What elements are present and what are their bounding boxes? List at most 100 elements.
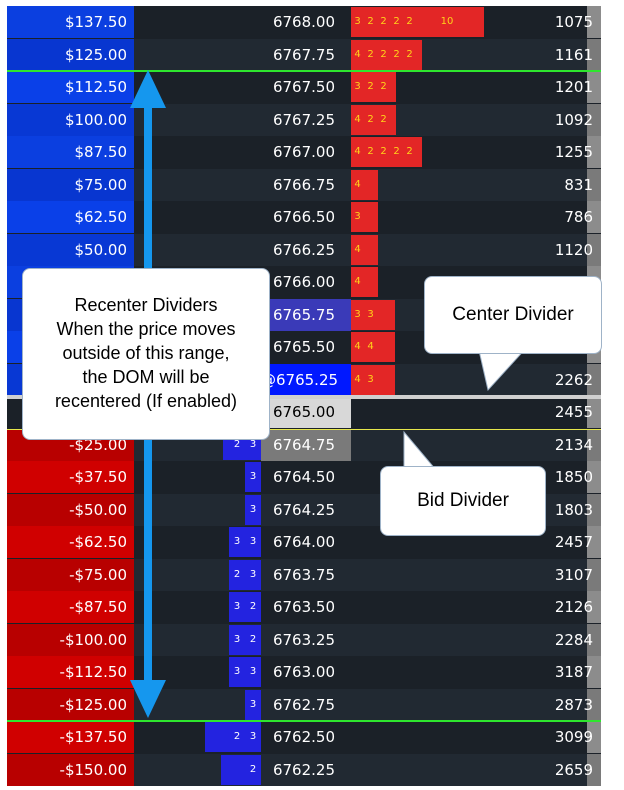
pnl-cell: $125.00 (7, 39, 134, 71)
price-cell[interactable]: 6767.00 (272, 143, 335, 161)
dom-row[interactable]: -$150.00 2 6762.25 2659 (7, 754, 601, 786)
price-cell[interactable]: 6764.50 (272, 468, 335, 486)
dom-row[interactable]: -$137.50 3 2 6762.50 3099 (7, 721, 601, 753)
dom-row[interactable]: -$112.50 3 3 6763.00 3187 (7, 656, 601, 688)
ask-size-cell[interactable]: 3 (351, 201, 587, 233)
ask-size-cell[interactable]: 4 (351, 234, 587, 266)
dom-row[interactable]: -$125.00 3 6762.75 2873 (7, 689, 601, 721)
ask-size-cell[interactable]: 3 2 2 2 2 10 (351, 6, 587, 38)
recenter-callout-line-1: Recenter Dividers (74, 295, 218, 315)
bid-size-cell[interactable] (134, 6, 261, 38)
pnl-cell: $137.50 (7, 6, 134, 38)
dom-row[interactable]: $137.50 6768.00 3 2 2 2 2 10 1075 (7, 6, 601, 38)
price-cell[interactable]: 6766.50 (272, 208, 335, 226)
ask-size-cell[interactable]: 4 (351, 169, 587, 201)
dom-row[interactable]: $62.50 6766.50 3 786 (7, 201, 601, 233)
dom-row[interactable]: $75.00 6766.75 4 831 (7, 169, 601, 201)
price-cell[interactable]: 6764.00 (272, 533, 335, 551)
ask-bar-fill (377, 332, 395, 362)
bid-size-cell[interactable]: 3 (134, 494, 261, 526)
ask-size-cell[interactable]: 4 (351, 266, 587, 298)
dom-row[interactable]: $50.00 6766.25 4 1120 (7, 234, 601, 266)
ask-bar-fill (364, 235, 378, 265)
bid-size-cell[interactable]: 3 (134, 461, 261, 493)
dom-row[interactable]: -$62.50 3 3 6764.00 2457 (7, 526, 601, 558)
price-cell[interactable]: 6762.50 (272, 728, 335, 746)
ask-order-segment: 2 (377, 40, 390, 70)
price-cell[interactable]: 6762.75 (272, 696, 335, 714)
bid-size-cell[interactable]: 2 (134, 754, 261, 786)
bid-divider (7, 429, 601, 430)
volume-value: 2873 (554, 696, 593, 714)
dom-row[interactable]: $87.50 6767.00 4 2 2 2 2 1255 (7, 136, 601, 168)
price-cell[interactable]: 6766.00 (272, 273, 335, 291)
price-cell[interactable]: 6762.25 (272, 761, 335, 779)
price-cell[interactable]: 6763.75 (272, 566, 335, 584)
price-cell[interactable]: 6767.50 (272, 78, 335, 96)
price-cell[interactable]: 6763.25 (272, 631, 335, 649)
dom-row[interactable]: $112.50 6767.50 3 2 2 1201 (7, 71, 601, 103)
dom-row[interactable]: -$100.00 2 3 6763.25 2284 (7, 624, 601, 656)
price-cell[interactable]: 6764.75 (261, 429, 351, 461)
bid-size-cell[interactable] (134, 39, 261, 71)
bid-size-cell[interactable] (134, 234, 261, 266)
bid-order-segment: 2 (245, 755, 261, 785)
bid-size-cell[interactable] (134, 136, 261, 168)
bid-order-segment: 3 (245, 560, 261, 590)
ask-bar-fill (390, 72, 396, 102)
volume-bar (587, 526, 601, 558)
price-cell[interactable]: 6764.25 (272, 501, 335, 519)
bid-order-segment: 2 (229, 722, 245, 752)
volume-value: 1255 (554, 143, 593, 161)
ask-order-segment: 2 (377, 105, 390, 135)
pnl-cell: -$50.00 (7, 494, 134, 526)
dom-row[interactable]: -$75.00 3 2 6763.75 3107 (7, 559, 601, 591)
dom-row[interactable]: $100.00 6767.25 4 2 2 1092 (7, 104, 601, 136)
ask-order-segment: 2 (364, 137, 377, 167)
price-cell[interactable]: 6766.75 (272, 176, 335, 194)
volume-bar (587, 169, 601, 201)
price-cell[interactable]: 6767.25 (272, 111, 335, 129)
ask-order-segment: 2 (377, 7, 390, 37)
dom-row[interactable]: -$50.00 3 6764.25 1803 (7, 494, 601, 526)
bid-size-cell[interactable] (134, 169, 261, 201)
dom-row[interactable]: $125.00 6767.75 4 2 2 2 2 1161 (7, 39, 601, 71)
price-cell[interactable]: 6768.00 (272, 13, 335, 31)
price-cell[interactable]: 6766.25 (272, 241, 335, 259)
ask-order-segment: 4 (351, 332, 364, 362)
price-cell[interactable]: 6765.75 (261, 299, 351, 331)
pnl-cell: -$87.50 (7, 591, 134, 623)
price-cell[interactable]: 6765.50 (272, 338, 335, 356)
volume-value: 2659 (554, 761, 593, 779)
bid-size-cell[interactable] (134, 104, 261, 136)
bid-size-cell[interactable] (134, 201, 261, 233)
price-cell[interactable]: @6765.25 (261, 364, 351, 396)
ask-order-segment: 4 (351, 365, 364, 395)
volume-bar (587, 364, 601, 396)
ask-order-segment: 4 (351, 170, 364, 200)
bid-order-segment: 3 (229, 527, 245, 557)
price-cell[interactable]: 6765.00 (261, 396, 351, 428)
dom-row[interactable]: -$87.50 2 3 6763.50 2126 (7, 591, 601, 623)
price-cell[interactable]: 6763.00 (272, 663, 335, 681)
volume-bar (587, 201, 601, 233)
ask-order-segment: 2 (377, 137, 390, 167)
volume-bar (587, 721, 601, 753)
price-cell[interactable]: 6767.75 (272, 46, 335, 64)
price-cell[interactable]: 6763.50 (272, 598, 335, 616)
volume-value: 1120 (554, 241, 593, 259)
volume-bar (587, 429, 601, 461)
